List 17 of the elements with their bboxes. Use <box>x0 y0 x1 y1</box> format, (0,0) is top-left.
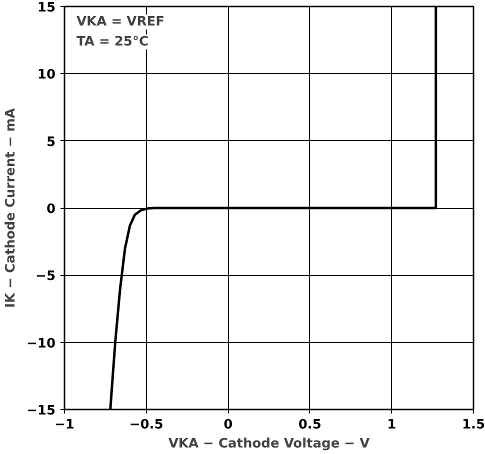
y-tick-label: 0 <box>46 202 56 217</box>
x-tick-label: 0 <box>224 418 233 432</box>
x-tick-label: −0.5 <box>129 418 164 432</box>
y-tick-label: 5 <box>46 134 56 150</box>
annotation: TA = 25°C <box>76 34 148 50</box>
y-tick-label: −5 <box>36 269 56 284</box>
x-axis-title: VKA − Cathode Voltage − V <box>168 436 370 452</box>
y-axis-title: IK − Cathode Current − mA <box>4 108 19 308</box>
y-tick-label: −15 <box>26 404 56 418</box>
x-tick-label: −1 <box>54 418 74 432</box>
y-tick-label: 10 <box>37 68 56 83</box>
y-tick-label: 15 <box>37 0 56 16</box>
x-tick-label: 0.5 <box>298 418 322 432</box>
annotation: VKA = VREF <box>76 14 164 30</box>
y-tick-label: −10 <box>26 336 56 352</box>
x-tick-label: 1.5 <box>462 418 485 432</box>
x-tick-label: 1 <box>387 418 396 432</box>
